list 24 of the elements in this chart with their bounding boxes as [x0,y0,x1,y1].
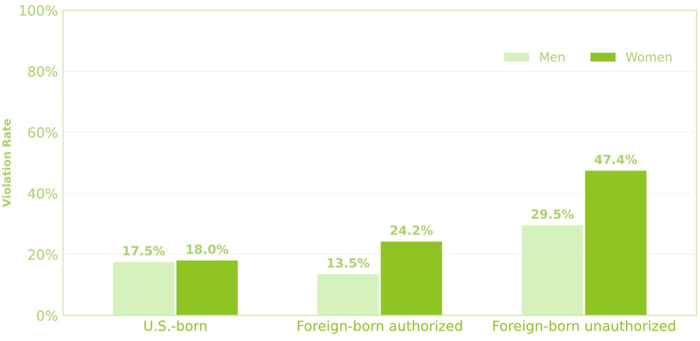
data-label: 18.0% [186,244,228,254]
y-axis-title: Violation Rate [2,119,11,208]
x-tick-label: Foreign-born authorized [298,320,462,334]
y-tick-label: 0% [37,310,58,321]
y-tick-label: 20% [28,249,58,260]
bar [176,260,238,316]
legend-label: Women [626,52,672,62]
data-label: 29.5% [532,209,574,219]
y-tick-label: 60% [28,127,58,138]
x-tick-label: U.S.-born [144,320,206,332]
y-tick-label: 40% [28,188,58,199]
legend-label: Men [540,52,564,62]
data-label: 47.4% [594,154,638,164]
data-label: 24.2% [390,226,433,235]
bar [380,242,442,316]
bar [585,170,646,316]
x-tick-label: Foreign-born unauthorized [493,320,675,334]
bar [522,225,584,316]
bar [113,262,174,316]
data-label: 13.5% [328,258,370,268]
y-tick-label: 100% [20,5,58,16]
data-label: 17.5% [123,246,166,256]
bar [317,274,379,316]
y-tick-label: 80% [28,66,58,77]
